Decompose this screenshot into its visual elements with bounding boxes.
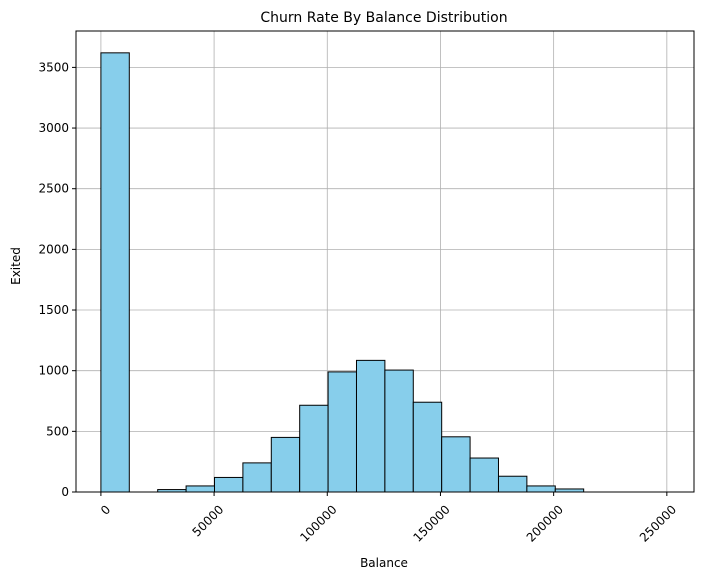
bars [100, 52, 585, 493]
y-tick-label: 0 [61, 485, 69, 499]
y-tick-label: 500 [46, 424, 69, 438]
histogram-bar-7 [270, 436, 301, 493]
y-tick-label: 2500 [38, 182, 69, 196]
grid [76, 31, 694, 493]
histogram-bar-8 [299, 404, 329, 493]
y-tick-label: 1000 [38, 364, 69, 378]
histogram-bar-13 [441, 436, 471, 493]
histogram-bar-14 [469, 457, 499, 493]
x-tick-label: 100000 [297, 502, 339, 544]
histogram-bar-4 [185, 485, 215, 493]
histogram-bar-15 [497, 475, 528, 493]
histogram-bar-16 [526, 485, 556, 493]
histogram-bar-9 [327, 371, 357, 493]
x-tick-label: 0 [98, 502, 113, 517]
histogram-bar-12 [412, 401, 443, 493]
y-tick-label: 3000 [38, 121, 69, 135]
plot-frame [75, 30, 695, 493]
x-axis-title: Balance [360, 556, 408, 570]
x-tick-label: 200000 [524, 502, 566, 544]
x-tick-label: 150000 [411, 502, 453, 544]
x-tick-label: 250000 [637, 502, 679, 544]
chart-title: Churn Rate By Balance Distribution [260, 10, 507, 26]
y-tick-label: 3500 [38, 60, 69, 74]
histogram-bar-5 [213, 476, 244, 493]
histogram-bar-6 [242, 462, 272, 493]
histogram-bar-1 [100, 52, 130, 493]
y-axis-title: Exited [9, 247, 23, 285]
histogram-bar-11 [384, 369, 414, 493]
y-tick-label: 1500 [38, 303, 69, 317]
x-tick-label: 50000 [190, 502, 227, 539]
histogram-bar-10 [355, 359, 386, 493]
y-tick-label: 2000 [38, 242, 69, 256]
